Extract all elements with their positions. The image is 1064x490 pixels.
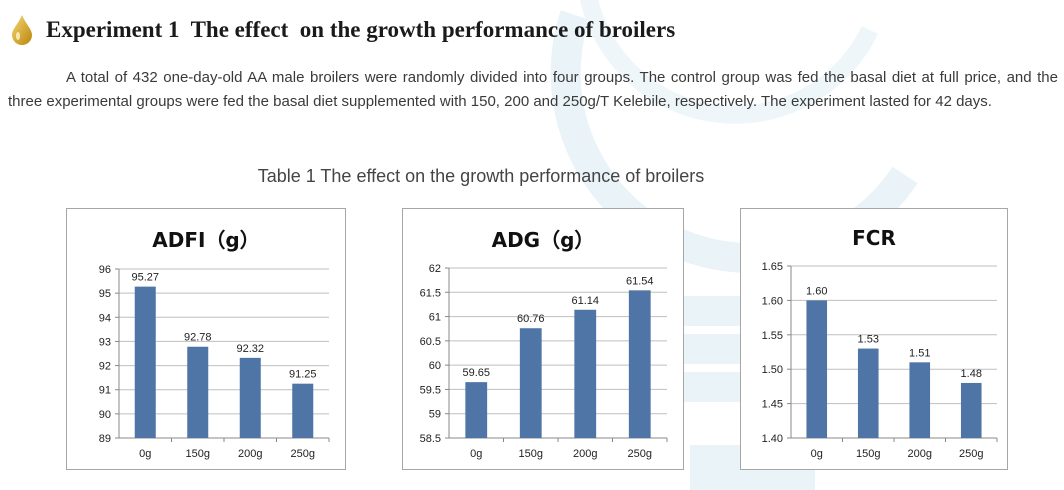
adg-chart-svg: ADG（g） 58.5 59 59.5 60 60.5 61 61.5 62 59.65 0g 60.… (420, 228, 668, 460)
adg-ytick-label: 58.5 (420, 433, 441, 445)
adfi-xtick-label: 200g (238, 448, 262, 460)
adfi-bar-0g (134, 286, 156, 438)
heading-text: Experiment 1 The effect on the growth pe… (46, 17, 676, 42)
fcr-chart: FCR 1.40 1.45 1.50 1.55 1.60 1.65 1.60 0g 1.53 150… (740, 208, 1008, 470)
adg-data-label: 61.54 (626, 275, 654, 287)
adfi-ytick-label: 90 (99, 409, 111, 421)
adg-ytick-label: 59 (429, 409, 441, 421)
adfi-ytick-label: 89 (99, 433, 111, 445)
fcr-xtick-label: 150g (856, 448, 880, 460)
fcr-ytick-label: 1.50 (762, 364, 783, 376)
adfi-bar-200g (239, 357, 261, 438)
fcr-ytick-label: 1.45 (762, 399, 783, 411)
adfi-xtick-label: 250g (291, 448, 315, 460)
adfi-data-label: 92.32 (236, 343, 264, 355)
adfi-ytick-label: 94 (99, 312, 111, 324)
adg-data-label: 61.14 (571, 295, 599, 307)
adg-ytick-label: 60.5 (420, 336, 441, 348)
adg-ytick-label: 60 (429, 360, 441, 372)
fcr-data-label: 1.51 (909, 347, 930, 359)
adg-ytick-label: 62 (429, 263, 441, 275)
adfi-xtick-label: 0g (139, 448, 151, 460)
fcr-ytick-label: 1.40 (762, 433, 783, 445)
adfi-data-label: 95.27 (131, 272, 159, 284)
fcr-xtick-label: 250g (959, 448, 983, 460)
adg-bar-250g (628, 290, 651, 438)
adfi-ytick-label: 95 (99, 288, 111, 300)
table-caption: Table 1 The effect on the growth perform… (257, 166, 705, 186)
fcr-title: FCR (852, 226, 896, 250)
adg-chart: ADG（g） 58.5 59 59.5 60 60.5 61 61.5 62 59.65 0g 60.… (402, 208, 684, 470)
adg-xtick-label: 150g (519, 448, 543, 460)
adg-xtick-label: 0g (470, 448, 482, 460)
adg-title: ADG（g） (492, 228, 595, 252)
adfi-data-label: 92.78 (184, 332, 212, 344)
adg-bar-200g (574, 309, 597, 438)
adg-ytick-label: 59.5 (420, 384, 441, 396)
adg-bar-150g (519, 328, 542, 438)
adfi-bar-150g (187, 346, 209, 438)
fcr-ytick-label: 1.60 (762, 295, 783, 307)
adg-bar-0g (465, 382, 488, 438)
adg-data-label: 60.76 (517, 313, 545, 325)
adfi-chart-svg: ADFI（g） 89 90 91 92 93 94 95 96 95.27 0g 92.78 150g 9… (99, 228, 330, 460)
section-heading: Experiment 1 The effect on the growth pe… (10, 12, 675, 48)
fcr-ytick-label: 1.65 (762, 261, 783, 273)
adfi-xtick-label: 150g (186, 448, 210, 460)
adg-data-label: 59.65 (462, 367, 490, 379)
adg-xtick-label: 250g (628, 448, 652, 460)
fcr-chart-svg: FCR 1.40 1.45 1.50 1.55 1.60 1.65 1.60 0g 1.53 150… (762, 226, 998, 460)
fcr-ytick-label: 1.55 (762, 330, 783, 342)
adg-ytick-label: 61.5 (420, 287, 441, 299)
fcr-data-label: 1.53 (858, 334, 879, 346)
fcr-bar-250g (960, 382, 982, 438)
adfi-title: ADFI（g） (152, 228, 260, 252)
fcr-bar-150g (857, 348, 879, 438)
fcr-data-label: 1.60 (806, 285, 827, 297)
adfi-bar-250g (292, 383, 314, 438)
fcr-bar-200g (909, 362, 931, 438)
oil-drop-icon (12, 15, 32, 45)
intro-paragraph: A total of 432 one-day-old AA male broil… (8, 69, 1058, 110)
fcr-xtick-label: 0g (811, 448, 823, 460)
adfi-chart: ADFI（g） 89 90 91 92 93 94 95 96 95.27 0g 92.78 150g 9… (66, 208, 346, 470)
fcr-data-label: 1.48 (961, 368, 982, 380)
adfi-ytick-label: 91 (99, 385, 111, 397)
adfi-ytick-label: 92 (99, 361, 111, 373)
adfi-ytick-label: 93 (99, 336, 111, 348)
adfi-data-label: 91.25 (289, 369, 317, 381)
adfi-ytick-label: 96 (99, 264, 111, 276)
adg-xtick-label: 200g (573, 448, 597, 460)
fcr-bar-0g (806, 300, 828, 438)
fcr-xtick-label: 200g (908, 448, 932, 460)
adg-ytick-label: 61 (429, 312, 441, 324)
